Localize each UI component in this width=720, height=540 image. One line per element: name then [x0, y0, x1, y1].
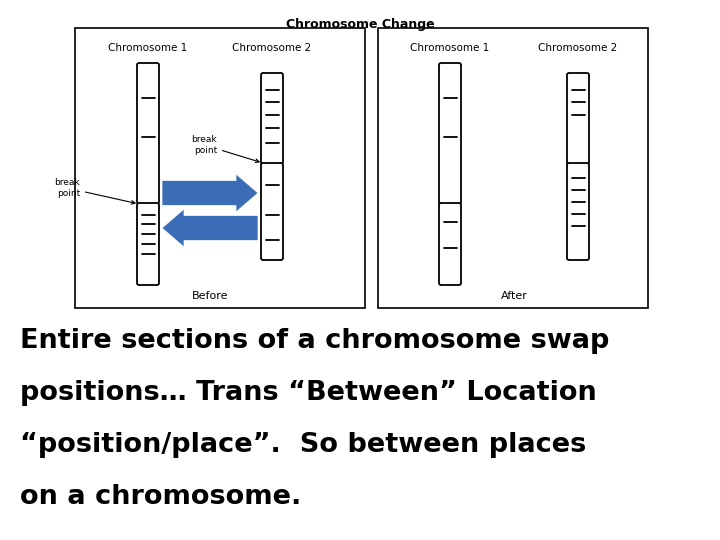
FancyBboxPatch shape — [439, 203, 461, 285]
Text: Entire sections of a chromosome swap: Entire sections of a chromosome swap — [20, 328, 609, 354]
Text: break
point: break point — [55, 178, 135, 204]
FancyBboxPatch shape — [439, 63, 461, 204]
Text: positions… Trans “Between” Location: positions… Trans “Between” Location — [20, 380, 597, 406]
FancyArrow shape — [162, 209, 258, 247]
FancyBboxPatch shape — [567, 73, 589, 164]
FancyBboxPatch shape — [137, 203, 159, 285]
Bar — [75, 28, 365, 308]
Text: on a chromosome.: on a chromosome. — [20, 484, 301, 510]
Text: Chromosome 2: Chromosome 2 — [539, 43, 618, 53]
FancyBboxPatch shape — [567, 163, 589, 260]
FancyBboxPatch shape — [137, 63, 159, 204]
FancyArrow shape — [162, 174, 258, 212]
FancyBboxPatch shape — [261, 163, 283, 260]
Text: After: After — [500, 291, 528, 301]
FancyBboxPatch shape — [261, 73, 283, 164]
Text: “position/place”.  So between places: “position/place”. So between places — [20, 432, 586, 458]
Text: Chromosome 2: Chromosome 2 — [233, 43, 312, 53]
Text: break
point: break point — [192, 136, 259, 163]
Bar — [378, 28, 648, 308]
Text: Chromosome 1: Chromosome 1 — [109, 43, 188, 53]
Text: Chromosome Change: Chromosome Change — [286, 18, 434, 31]
Text: Chromosome 1: Chromosome 1 — [410, 43, 490, 53]
Text: Before: Before — [192, 291, 228, 301]
